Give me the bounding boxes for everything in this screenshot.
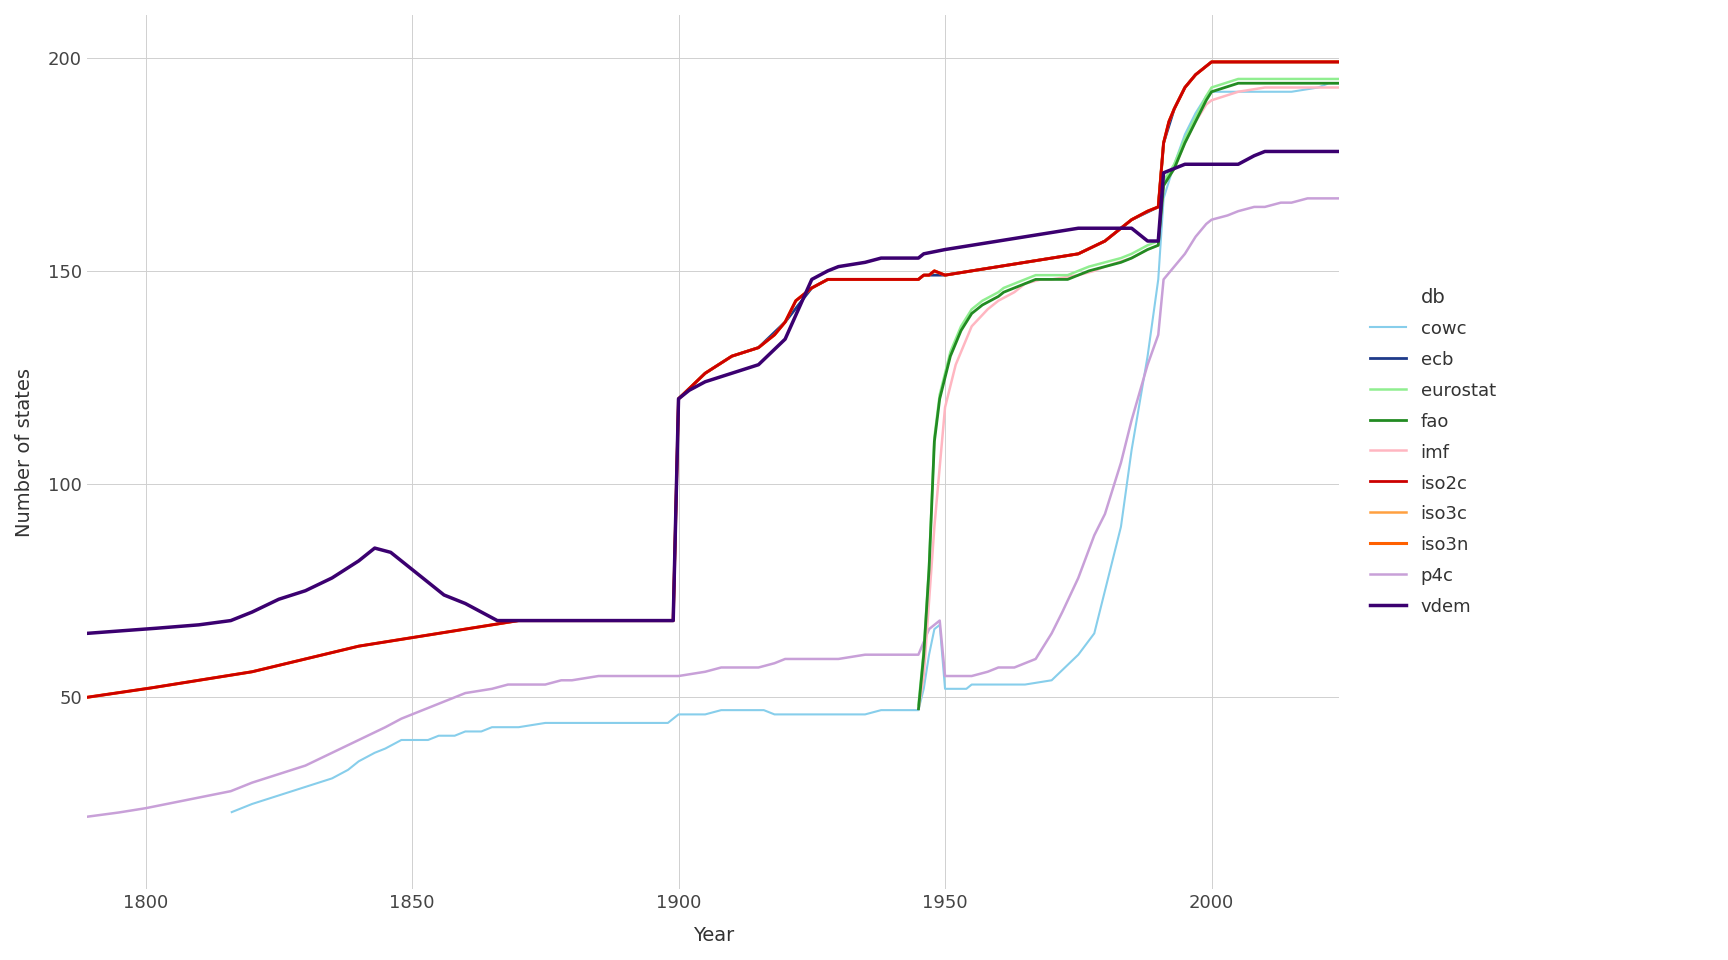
ecb <box>999 259 1020 271</box>
iso3n <box>1078 243 1099 254</box>
vdem <box>1329 146 1350 157</box>
fao <box>1078 265 1099 276</box>
Line: iso2c: iso2c <box>86 61 1339 697</box>
iso2c <box>76 691 97 703</box>
ecb <box>1329 56 1350 67</box>
iso3c <box>188 675 209 686</box>
cowc <box>1329 78 1350 89</box>
iso3n <box>999 259 1020 271</box>
vdem <box>76 628 97 639</box>
ecb <box>1078 243 1099 254</box>
iso2c <box>562 614 582 626</box>
vdem <box>999 233 1020 245</box>
cowc <box>562 717 582 729</box>
Line: fao: fao <box>918 84 1339 710</box>
Line: iso3c: iso3c <box>86 61 1339 697</box>
fao <box>1329 78 1350 89</box>
Line: iso3n: iso3n <box>86 61 1339 697</box>
iso3n <box>562 614 582 626</box>
p4c <box>562 675 582 686</box>
p4c <box>76 811 97 823</box>
p4c <box>753 660 774 672</box>
p4c <box>1329 193 1350 204</box>
iso2c <box>1078 243 1099 254</box>
iso3n <box>1201 56 1222 67</box>
iso3c <box>582 614 603 626</box>
iso3n <box>1329 56 1350 67</box>
p4c <box>999 661 1020 673</box>
cowc <box>753 705 774 716</box>
Line: vdem: vdem <box>86 152 1339 634</box>
vdem <box>1255 146 1275 157</box>
Legend: cowc, ecb, eurostat, fao, imf, iso2c, iso3c, iso3n, p4c, vdem: cowc, ecb, eurostat, fao, imf, iso2c, is… <box>1362 279 1505 625</box>
iso3c <box>76 691 97 703</box>
p4c <box>188 792 209 804</box>
iso3c <box>753 338 774 349</box>
iso3c <box>562 614 582 626</box>
iso2c <box>1201 56 1222 67</box>
iso3c <box>1329 56 1350 67</box>
p4c <box>582 671 603 683</box>
iso2c <box>999 259 1020 271</box>
eurostat <box>999 280 1020 292</box>
iso3c <box>1201 56 1222 67</box>
eurostat <box>1078 261 1099 273</box>
vdem <box>753 354 774 366</box>
Line: p4c: p4c <box>86 199 1339 817</box>
iso3c <box>1078 243 1099 254</box>
ecb <box>753 337 774 348</box>
Y-axis label: Number of states: Number of states <box>16 368 35 537</box>
imf <box>999 289 1020 300</box>
cowc <box>1078 635 1099 646</box>
Line: cowc: cowc <box>232 84 1339 812</box>
iso2c <box>188 675 209 686</box>
p4c <box>1078 543 1099 555</box>
iso2c <box>1329 56 1350 67</box>
eurostat <box>1329 73 1350 84</box>
iso3n <box>188 675 209 686</box>
imf <box>1078 267 1099 278</box>
Line: ecb: ecb <box>679 61 1339 398</box>
imf <box>1329 82 1350 93</box>
Line: imf: imf <box>918 87 1339 710</box>
p4c <box>1298 193 1318 204</box>
vdem <box>1078 223 1099 234</box>
iso3n <box>753 338 774 349</box>
iso3n <box>76 691 97 703</box>
Line: eurostat: eurostat <box>918 79 1339 706</box>
iso2c <box>582 614 603 626</box>
iso3n <box>582 614 603 626</box>
cowc <box>582 717 603 729</box>
iso3c <box>999 259 1020 271</box>
fao <box>999 284 1020 296</box>
cowc <box>999 679 1020 690</box>
X-axis label: Year: Year <box>693 926 734 945</box>
vdem <box>188 619 209 631</box>
vdem <box>582 614 603 626</box>
vdem <box>562 614 582 626</box>
iso2c <box>753 338 774 349</box>
